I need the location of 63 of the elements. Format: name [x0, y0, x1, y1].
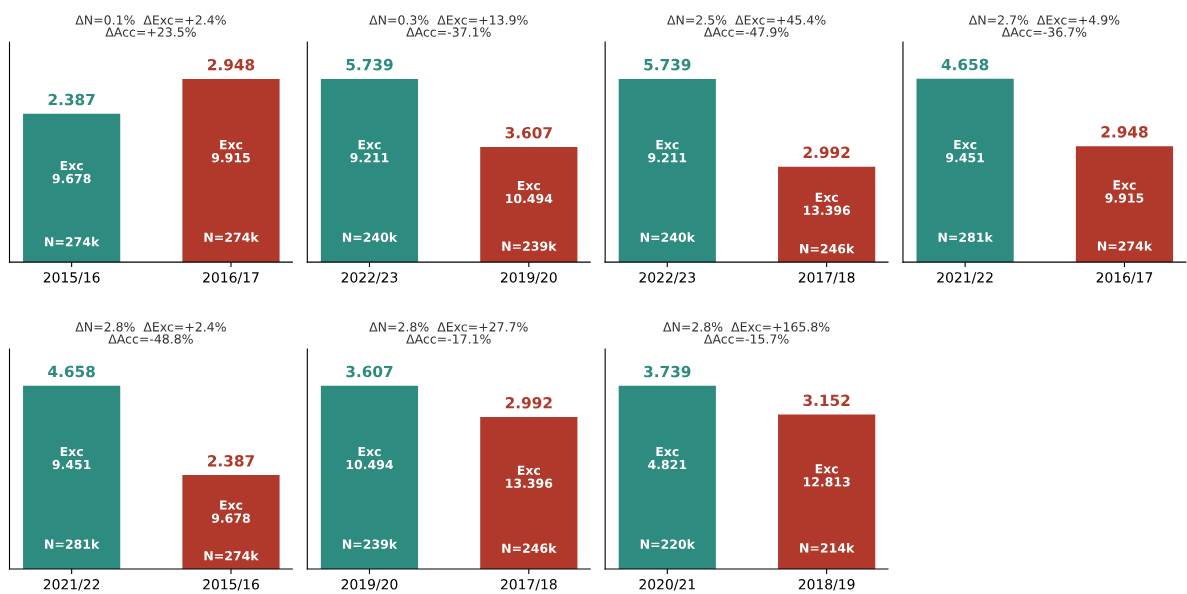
data-label: 2.948	[208, 58, 255, 71]
data-label: 2.992	[803, 146, 850, 159]
annotation: N=239k	[502, 241, 557, 251]
data-label: 3.607	[505, 126, 552, 139]
annotation: Exc 9.915	[1105, 180, 1144, 203]
annotation: Exc 9.211	[350, 140, 389, 163]
data-label: 4.658	[941, 58, 989, 71]
annotation: Exc 13.396	[803, 192, 851, 215]
x-tick-label: 2022/23	[341, 272, 398, 284]
annotation: Exc 9.915	[211, 140, 250, 163]
x-tick-label: 2015/16	[203, 579, 259, 591]
annotation: N=274k	[1097, 241, 1153, 251]
annotation: Exc 9.211	[648, 140, 687, 163]
chart-title: ΔN=2.7% ΔExc=+4.9% ΔAcc=-36.7%	[968, 15, 1120, 37]
x-tick-label: 2019/20	[341, 579, 398, 591]
data-label: 2.992	[505, 396, 552, 409]
data-label: 5.739	[346, 58, 393, 71]
chart-title: ΔN=2.5% ΔExc=+45.4% ΔAcc=-47.9%	[667, 15, 826, 37]
annotation: Exc 9.678	[211, 500, 250, 523]
data-label: 5.739	[644, 58, 691, 71]
annotation: N=274k	[204, 232, 259, 242]
x-tick-label: 2016/17	[203, 272, 259, 284]
annotation: N=214k	[800, 542, 855, 553]
annotation: Exc 10.494	[346, 446, 394, 470]
annotation: N=239k	[342, 539, 398, 549]
annotation: Exc 4.821	[648, 446, 687, 470]
annotation: N=274k	[45, 236, 100, 247]
annotation: N=220k	[640, 539, 696, 549]
chart-title: ΔN=0.1% ΔExc=+2.4% ΔAcc=+23.5%	[75, 15, 226, 37]
x-tick-label: 2018/19	[798, 579, 855, 591]
annotation: Exc 10.494	[506, 180, 553, 204]
annotation: Exc 13.396	[506, 465, 553, 488]
annotation: Exc 9.451	[946, 139, 985, 163]
annotation: N=240k	[342, 232, 398, 242]
x-tick-label: 2017/18	[500, 579, 557, 591]
x-tick-label: 2022/23	[639, 272, 696, 284]
data-label: 3.739	[644, 365, 691, 378]
data-label: 2.948	[1101, 126, 1148, 138]
annotation: N=246k	[800, 243, 855, 254]
chart-title: ΔN=2.8% ΔExc=+27.7% ΔAcc=-17.1%	[369, 322, 528, 344]
data-label: 2.387	[48, 93, 95, 106]
annotation: N=281k	[45, 539, 100, 549]
annotation: N=281k	[938, 232, 994, 242]
annotation: N=246k	[502, 543, 557, 553]
annotation: Exc 12.813	[803, 464, 850, 487]
x-tick-label: 2015/16	[43, 272, 100, 284]
annotation: N=240k	[640, 232, 696, 242]
chart-title: ΔN=0.3% ΔExc=+13.9% ΔAcc=-37.1%	[369, 15, 528, 37]
data-label: 3.607	[346, 365, 393, 378]
x-tick-label: 2021/22	[43, 579, 100, 591]
x-tick-label: 2016/17	[1096, 272, 1153, 284]
x-tick-label: 2019/20	[500, 272, 557, 284]
annotation: Exc 9.451	[52, 446, 91, 470]
chart-title: ΔN=2.8% ΔExc=+165.8% ΔAcc=-15.7%	[663, 322, 830, 344]
data-label: 4.658	[48, 365, 95, 378]
chart-title: ΔN=2.8% ΔExc=+2.4% ΔAcc=-48.8%	[75, 322, 226, 344]
data-label: 3.152	[803, 394, 850, 407]
annotation: Exc 9.678	[52, 160, 91, 184]
annotation: N=274k	[204, 550, 259, 561]
data-label: 2.387	[208, 455, 254, 467]
x-tick-label: 2021/22	[937, 272, 993, 284]
x-tick-label: 2017/18	[798, 272, 855, 284]
x-tick-label: 2020/21	[639, 579, 695, 591]
